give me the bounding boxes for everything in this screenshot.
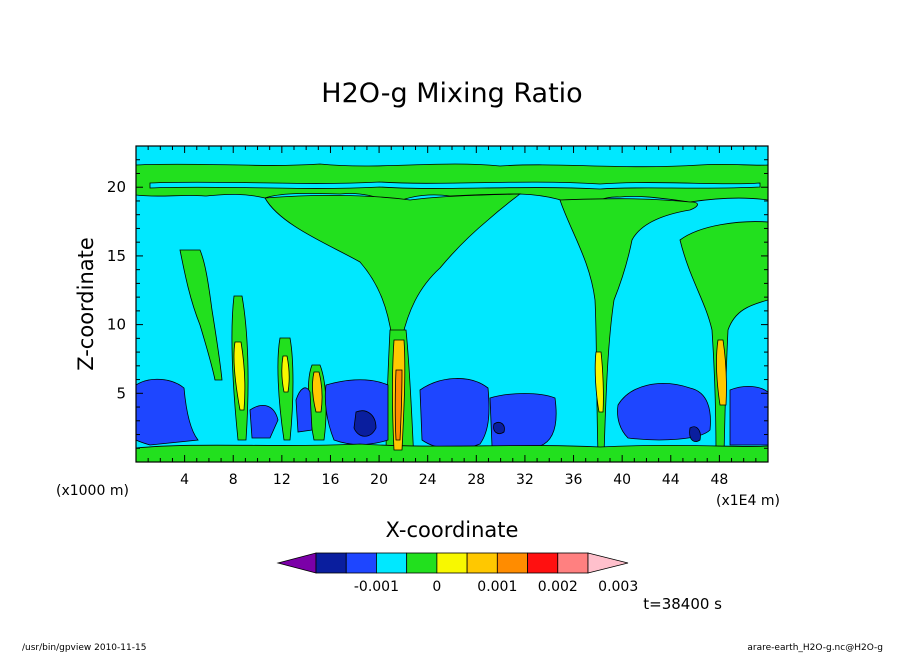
surface-moist-layer	[136, 443, 768, 462]
darkest-dry-pockets	[353, 410, 701, 442]
colorbar-tick-label: 0.003	[598, 579, 638, 595]
core-37	[594, 351, 604, 413]
colorbar-tick-label: 0.001	[477, 579, 517, 595]
x-tick-label: 4	[180, 472, 189, 488]
colorbar-swatch	[315, 552, 347, 574]
colorbar-tick-label: -0.001	[354, 579, 399, 595]
colorbar-swatch	[436, 552, 468, 574]
colorbar-swatch	[557, 552, 589, 574]
time-label: t=38400 s	[643, 595, 722, 613]
colorbar-swatch	[406, 552, 438, 574]
left-tower	[179, 249, 223, 381]
colorbar-swatch	[466, 552, 498, 574]
band-gap	[149, 181, 761, 190]
chart-title: H2O-g Mixing Ratio	[321, 78, 582, 109]
y-tick-label: 15	[107, 247, 126, 265]
x-axis-label: X-coordinate	[386, 518, 519, 542]
x-unit-left: (x1000 m)	[56, 483, 129, 499]
x-unit-right: (x1E4 m)	[716, 493, 780, 509]
x-tick-label: 28	[467, 472, 485, 488]
colorbar-swatch	[527, 552, 559, 574]
footer-right: arare-earth_H2O-g.nc@H2O-g	[747, 643, 883, 653]
right-anvil	[559, 198, 698, 456]
x-tick-label: 32	[516, 472, 534, 488]
x-ticks: 4 8 12 16 20 24 28 32 36 40 44 48	[147, 146, 757, 488]
y-ticks: 5 10 15 20	[107, 159, 768, 449]
core-8	[233, 341, 246, 411]
colorbar-swatch	[376, 552, 408, 574]
y-axis-label: Z-coordinate	[74, 237, 98, 371]
right-tower	[679, 221, 768, 456]
x-tick-label: 20	[370, 472, 388, 488]
x-tick-label: 36	[565, 472, 583, 488]
colorbar-tick-label: 0	[432, 579, 441, 595]
core-48	[716, 339, 727, 406]
colorbar-swatch	[496, 552, 528, 574]
colorbar: -0.001 0 0.001 0.002 0.003	[276, 552, 638, 595]
core-15	[312, 371, 323, 413]
core-21-red	[394, 369, 403, 441]
core-12	[281, 355, 290, 393]
footer-left: /usr/bin/gpview 2010-11-15	[22, 643, 146, 653]
y-tick-label: 5	[116, 384, 126, 402]
y-tick-label: 20	[107, 178, 126, 196]
y-tick-label: 10	[107, 316, 126, 334]
x-tick-label: 16	[322, 472, 340, 488]
colorbar-tick-label: 0.002	[538, 579, 578, 595]
x-tick-label: 48	[710, 472, 728, 488]
central-anvil	[264, 193, 522, 339]
colorbar-arrow-low	[276, 552, 317, 574]
x-tick-label: 8	[229, 472, 238, 488]
colorbar-arrow-high	[587, 552, 629, 574]
x-tick-label: 24	[419, 472, 437, 488]
contour-field	[136, 146, 768, 462]
colorbar-swatch	[345, 552, 377, 574]
x-tick-label: 40	[613, 472, 631, 488]
x-tick-label: 44	[662, 472, 680, 488]
x-tick-label: 12	[273, 472, 291, 488]
